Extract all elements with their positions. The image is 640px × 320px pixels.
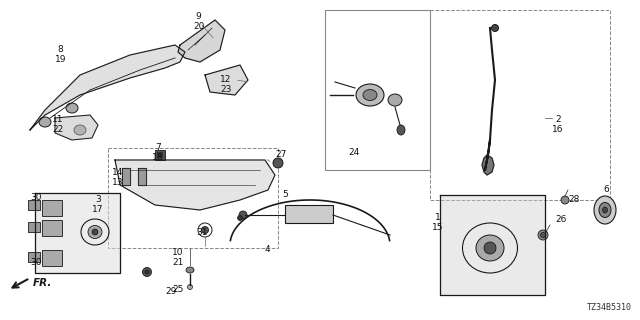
Bar (108, 148, 278, 248)
Text: FR.: FR. (33, 278, 52, 288)
Bar (157, 152, 163, 158)
Ellipse shape (599, 203, 611, 218)
Text: 8
19: 8 19 (55, 45, 67, 64)
Text: 3
17: 3 17 (92, 195, 104, 214)
Ellipse shape (397, 125, 405, 135)
Ellipse shape (561, 196, 569, 204)
Ellipse shape (92, 229, 98, 235)
Text: 24: 24 (348, 148, 359, 157)
Ellipse shape (594, 196, 616, 224)
Polygon shape (30, 45, 185, 130)
Bar (28, 200, 40, 210)
Text: 4: 4 (265, 245, 271, 254)
Polygon shape (138, 168, 146, 185)
Bar (42, 250, 62, 266)
Text: 30: 30 (30, 193, 42, 202)
Ellipse shape (484, 242, 496, 254)
Ellipse shape (476, 235, 504, 261)
Ellipse shape (538, 230, 548, 240)
Bar (42, 200, 62, 216)
Ellipse shape (602, 207, 607, 213)
Polygon shape (440, 195, 545, 295)
Ellipse shape (541, 233, 545, 237)
Bar (28, 222, 40, 232)
Text: 28: 28 (568, 195, 579, 204)
Text: 30: 30 (30, 258, 42, 267)
Polygon shape (115, 160, 275, 210)
Text: 25: 25 (172, 285, 184, 294)
Ellipse shape (237, 215, 243, 220)
Ellipse shape (74, 125, 86, 135)
Polygon shape (122, 168, 130, 185)
Ellipse shape (145, 270, 149, 274)
Text: 7
18: 7 18 (152, 143, 163, 162)
Ellipse shape (388, 94, 402, 106)
Text: TZ34B5310: TZ34B5310 (587, 303, 632, 312)
Bar (42, 220, 62, 236)
Ellipse shape (356, 84, 384, 106)
Ellipse shape (88, 226, 102, 238)
Bar (430, 10, 610, 200)
Text: 9
20: 9 20 (193, 12, 204, 31)
Text: 11
22: 11 22 (52, 115, 63, 134)
Ellipse shape (143, 268, 152, 276)
Bar (155, 150, 165, 160)
Text: 6: 6 (603, 185, 609, 194)
Text: 14
13: 14 13 (112, 168, 124, 187)
Bar (28, 252, 40, 262)
Bar (325, 10, 430, 170)
Ellipse shape (188, 284, 193, 290)
Text: 1
15: 1 15 (432, 213, 444, 232)
Polygon shape (35, 193, 120, 273)
Text: 12
23: 12 23 (220, 75, 232, 94)
Ellipse shape (186, 267, 194, 273)
Polygon shape (205, 65, 248, 95)
Text: 2
16: 2 16 (552, 115, 563, 134)
Polygon shape (55, 115, 98, 140)
Ellipse shape (66, 103, 78, 113)
Text: 29: 29 (165, 287, 177, 296)
Polygon shape (178, 20, 225, 62)
Bar (285, 205, 333, 223)
Ellipse shape (202, 227, 209, 234)
Text: 31: 31 (196, 228, 207, 237)
Text: 5: 5 (282, 190, 288, 199)
Text: 10
21: 10 21 (172, 248, 184, 267)
Text: 27: 27 (275, 150, 286, 159)
Ellipse shape (239, 211, 247, 219)
Polygon shape (482, 155, 494, 175)
Ellipse shape (492, 25, 499, 31)
Text: 26: 26 (555, 215, 566, 224)
Ellipse shape (363, 90, 377, 100)
Ellipse shape (273, 158, 283, 168)
Ellipse shape (39, 117, 51, 127)
